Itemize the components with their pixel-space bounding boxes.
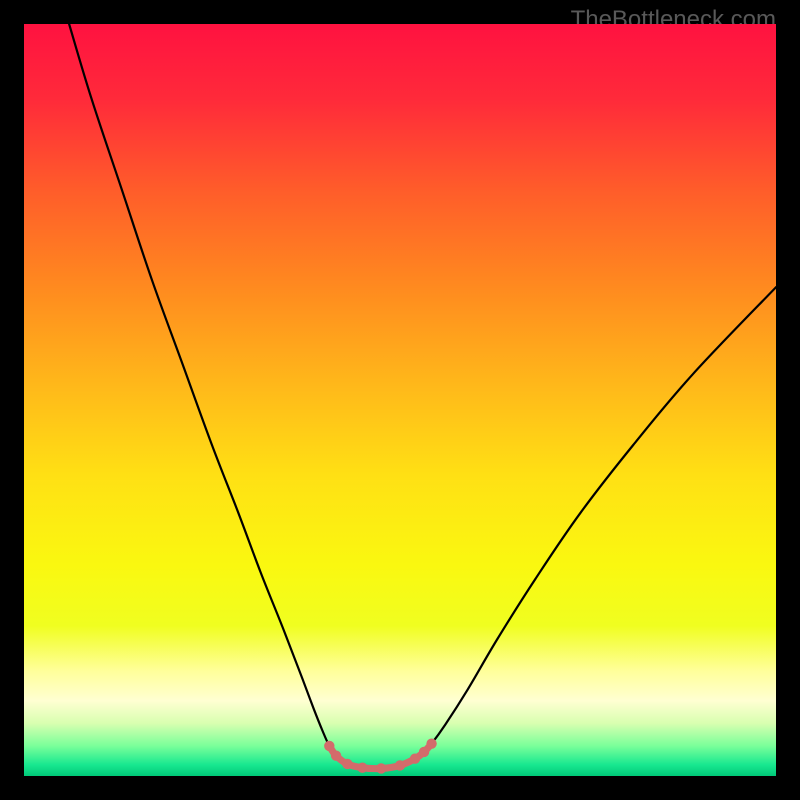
plot-svg: [24, 24, 776, 776]
marker-dot: [324, 741, 334, 751]
marker-dot: [426, 738, 436, 748]
marker-dot: [357, 763, 367, 773]
marker-dot: [410, 754, 420, 764]
marker-dot: [331, 751, 341, 761]
gradient-background: [24, 24, 776, 776]
marker-dot: [395, 760, 405, 770]
marker-dot: [419, 747, 429, 757]
chart-frame: TheBottleneck.com: [0, 0, 800, 800]
marker-dot: [376, 763, 386, 773]
plot-area: [24, 24, 776, 776]
marker-dot: [342, 759, 352, 769]
